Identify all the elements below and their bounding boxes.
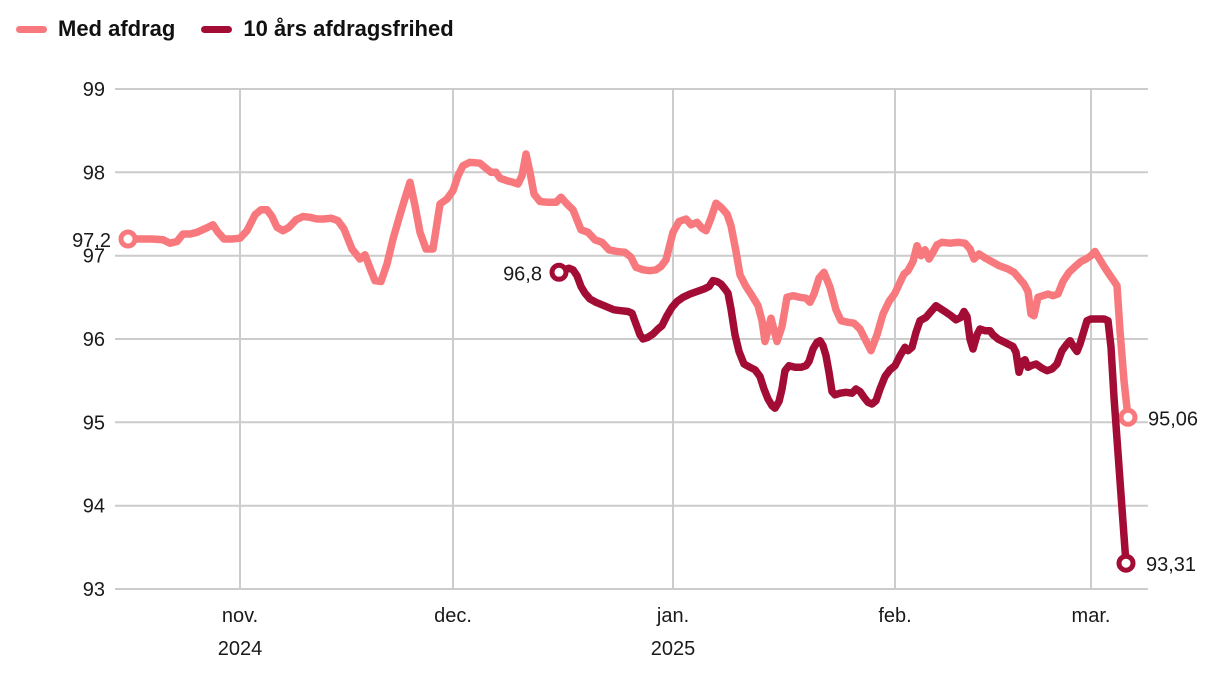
series-end-marker-0[interactable] (1118, 407, 1138, 427)
legend-swatch-med-afdrag (16, 25, 47, 33)
y-tick-label-95: 95 (83, 412, 105, 434)
series-start-marker-1[interactable] (549, 262, 569, 282)
y-tick-label-93: 93 (83, 579, 105, 601)
x-tick-label-jan.: jan. (656, 605, 689, 627)
x-year-label-2024: 2024 (218, 638, 263, 660)
y-tick-label-98: 98 (83, 162, 105, 184)
start-value-label-0: 97,2 (72, 230, 111, 252)
series-layer (118, 150, 1138, 573)
legend-label-med-afdrag: Med afdrag (58, 16, 176, 41)
value-label-layer: 97,2 95,06 96,8 93,31 (72, 230, 1198, 576)
x-tick-label-dec.: dec. (434, 605, 472, 627)
series-start-marker-0[interactable] (118, 229, 138, 249)
x-year-label-2025: 2025 (651, 638, 696, 660)
x-tick-label-feb.: feb. (878, 605, 911, 627)
y-tick-label-94: 94 (83, 496, 105, 518)
x-tick-label-mar.: mar. (1072, 605, 1111, 627)
legend-label-10-aars-afdragsfrihed: 10 års afdragsfrihed (243, 16, 454, 41)
series-end-marker-1[interactable] (1116, 553, 1136, 573)
start-value-label-1: 96,8 (503, 263, 542, 285)
legend: Med afdrag 10 års afdragsfrihed (16, 16, 454, 42)
x-tick-label-nov.: nov. (222, 605, 258, 627)
y-tick-label-99: 99 (83, 79, 105, 101)
y-tick-label-96: 96 (83, 329, 105, 351)
y-tick-label-97: 97 (83, 246, 105, 268)
legend-item-10-aars-afdragsfrihed[interactable]: 10 års afdragsfrihed (201, 16, 454, 42)
end-value-label-0: 95,06 (1148, 408, 1198, 430)
axis-tick-layer: 99 98 97 96 95 94 93 nov. 2024 dec. jan. 2025 feb. ma… (83, 79, 1111, 660)
end-value-label-1: 93,31 (1146, 554, 1196, 576)
series-line-0[interactable] (124, 150, 1132, 422)
legend-swatch-10-aars-afdragsfrihed (201, 25, 233, 33)
series-line-1[interactable] (555, 264, 1130, 567)
legend-item-med-afdrag[interactable]: Med afdrag (16, 16, 175, 42)
grid-layer (115, 88, 1148, 590)
